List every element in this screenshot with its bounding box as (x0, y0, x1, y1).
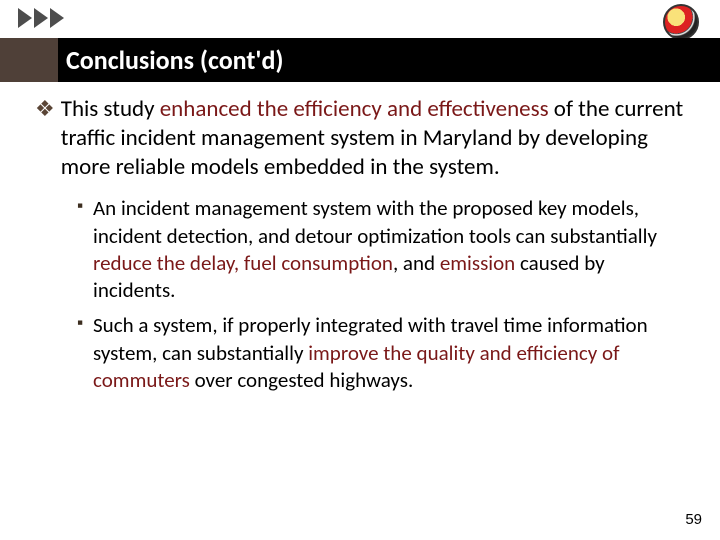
sub-bullet-list: ▪ An incident management system with the… (77, 195, 685, 394)
text-segment: This study (61, 95, 160, 123)
sub-bullet-text: Such a system, if properly integrated wi… (93, 312, 685, 394)
text-segment: , and (393, 250, 440, 276)
content-area: ❖ This study enhanced the efficiency and… (35, 95, 685, 402)
slide-title: Conclusions (cont'd) (66, 44, 284, 76)
sub-bullet: ▪ An incident management system with the… (77, 195, 685, 304)
logo-seal-icon (663, 4, 699, 40)
arrow-icon (50, 8, 64, 28)
highlighted-text: reduce the delay, fuel consumption (93, 250, 393, 276)
sub-bullet: ▪ Such a system, if properly integrated … (77, 312, 685, 394)
highlighted-text: enhanced the efficiency and effectivenes… (160, 95, 549, 123)
main-bullet: ❖ This study enhanced the efficiency and… (35, 95, 685, 181)
header-arrows (18, 8, 64, 28)
text-segment: over congested highways. (190, 367, 413, 393)
square-bullet-icon: ▪ (77, 312, 83, 394)
main-bullet-text: This study enhanced the efficiency and e… (61, 95, 685, 181)
diamond-bullet-icon: ❖ (35, 95, 55, 181)
arrow-icon (18, 8, 32, 28)
sub-bullet-text: An incident management system with the p… (93, 195, 685, 304)
page-number: 59 (685, 511, 702, 528)
title-accent-block (0, 38, 58, 82)
square-bullet-icon: ▪ (77, 195, 83, 304)
highlighted-text: emission (440, 250, 515, 276)
arrow-icon (34, 8, 48, 28)
text-segment: An incident management system with the p… (93, 195, 657, 248)
title-bar: Conclusions (cont'd) (0, 38, 720, 82)
university-logo (652, 2, 710, 42)
